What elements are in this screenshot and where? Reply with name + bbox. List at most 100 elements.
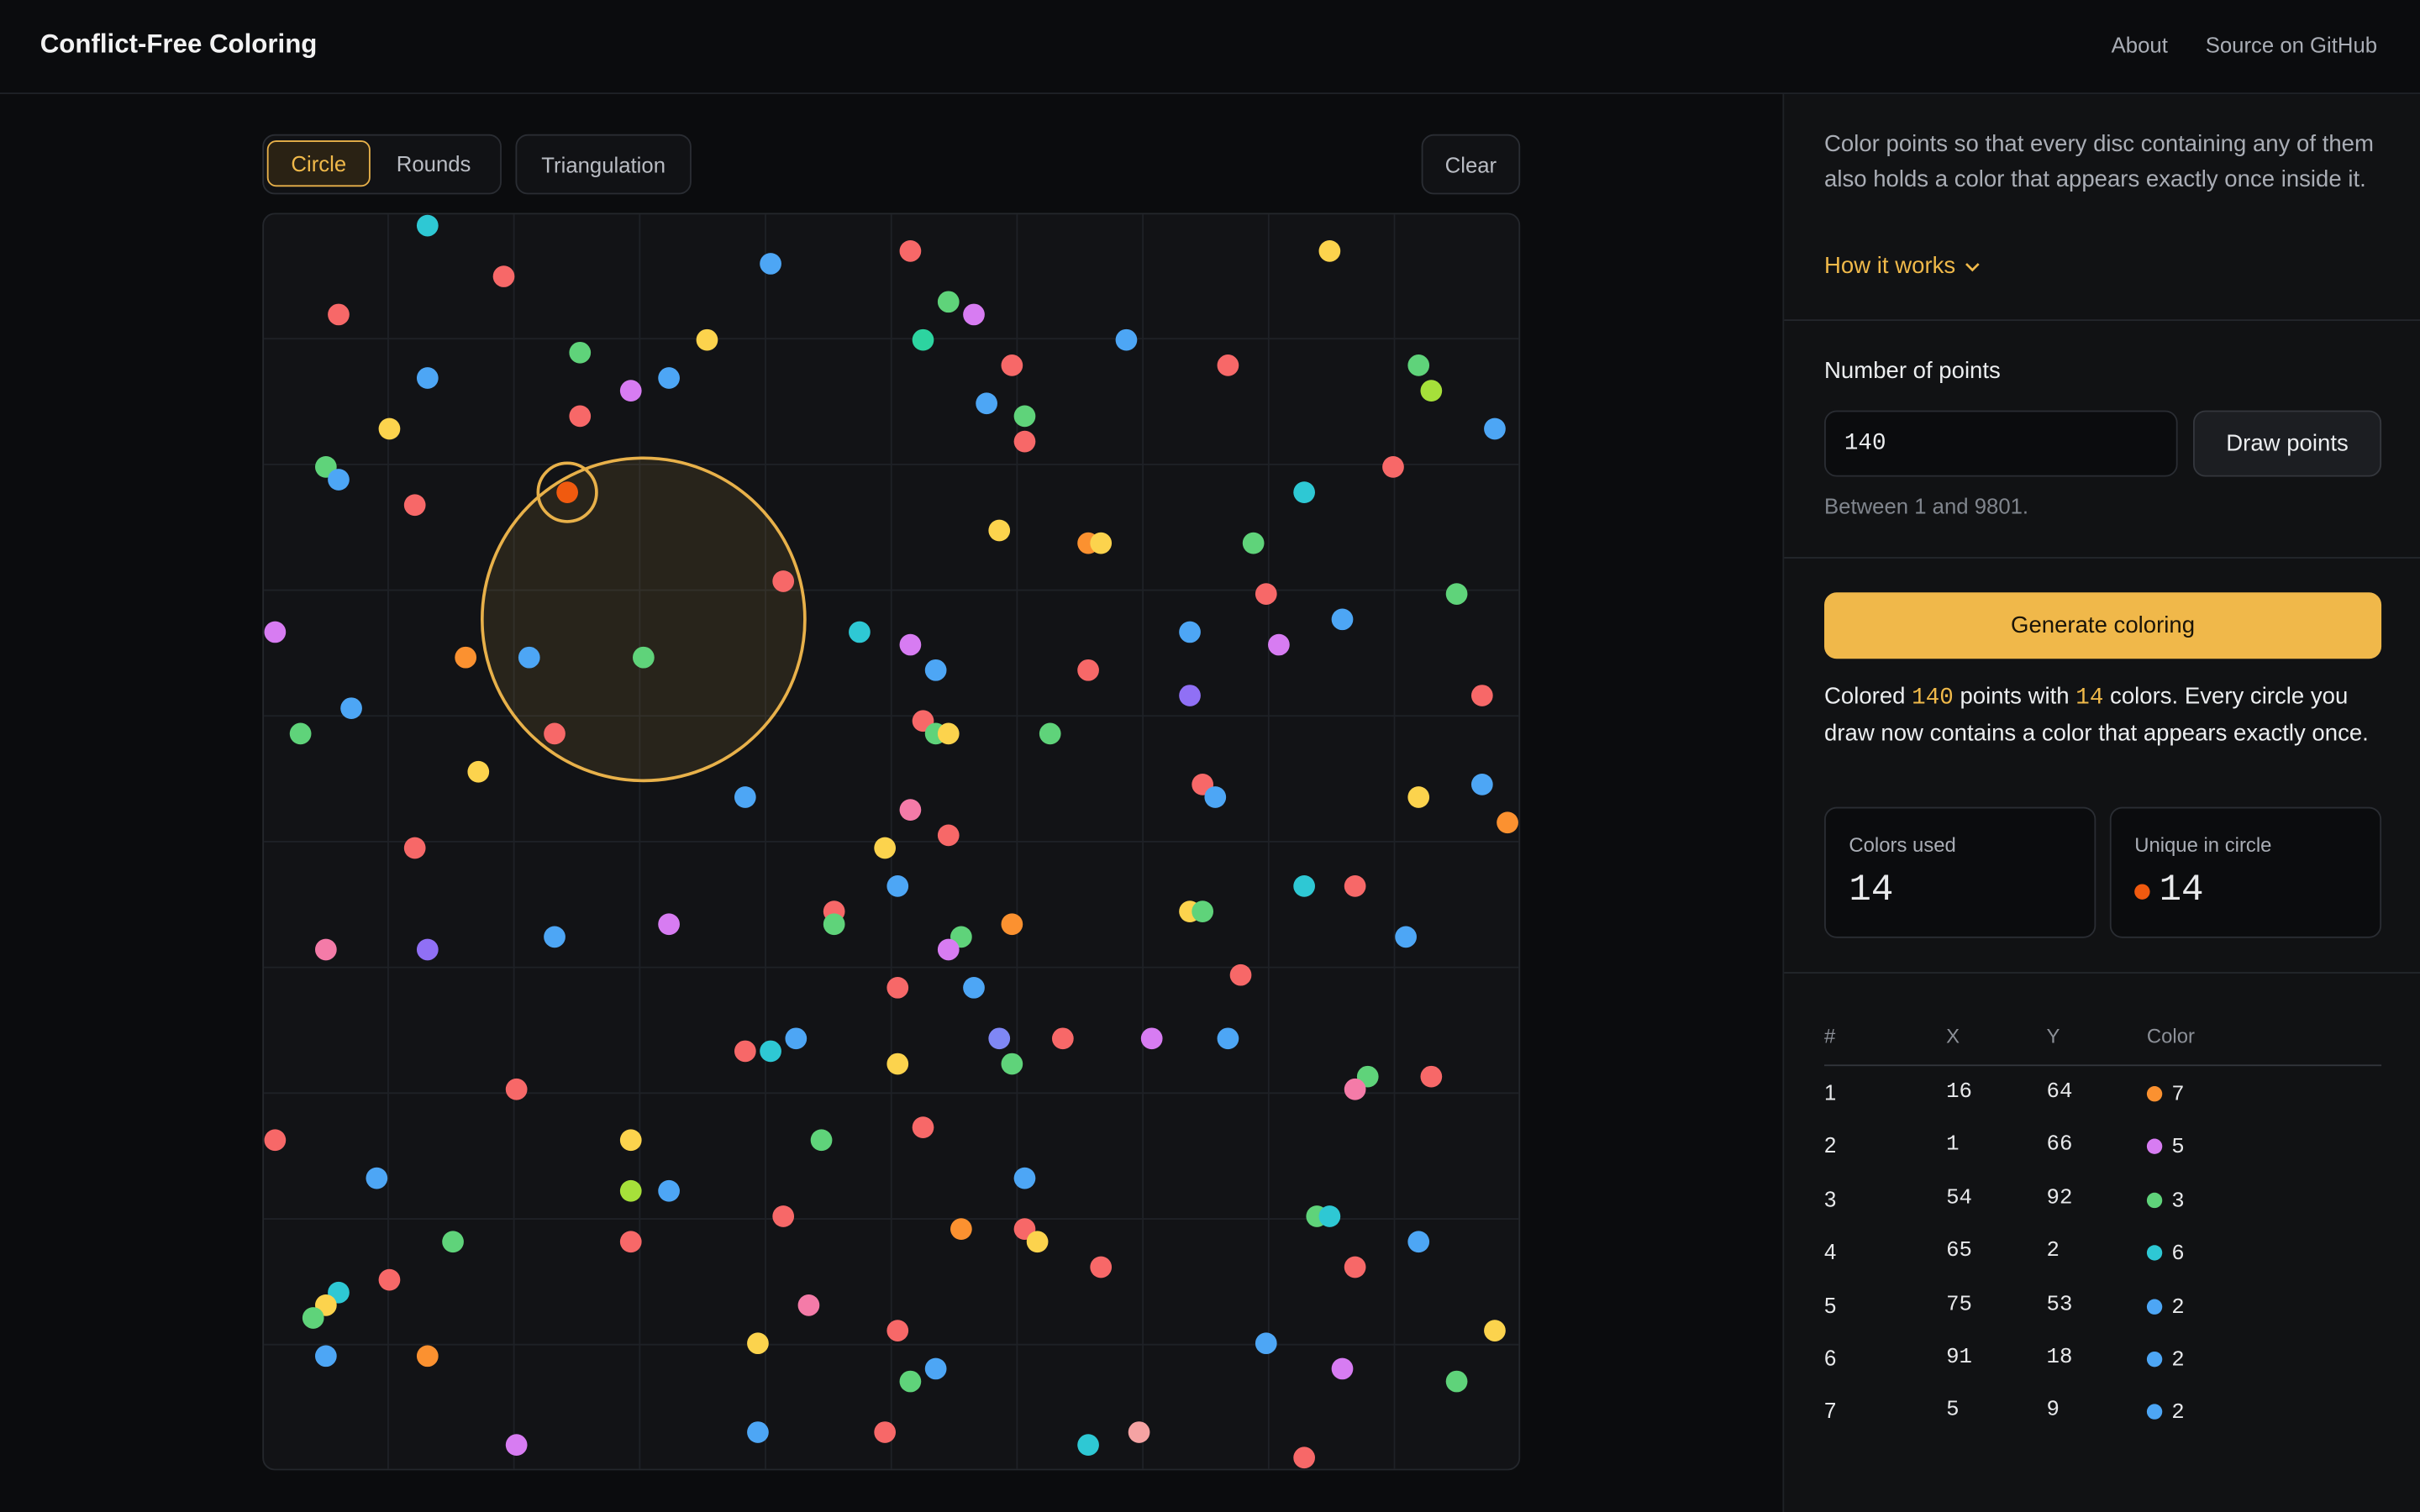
point	[1039, 722, 1061, 745]
point	[760, 1040, 781, 1063]
color-cell: 7	[2146, 1080, 2185, 1108]
color-cell: 2	[2146, 1399, 2185, 1426]
row-index: 1	[1824, 1079, 1837, 1105]
point	[886, 1320, 909, 1341]
point	[1242, 532, 1265, 554]
point	[734, 786, 756, 808]
header-rule	[1824, 1064, 2382, 1067]
color-cell: 3	[2146, 1186, 2185, 1214]
point	[302, 1307, 324, 1329]
stat-value: 14	[2159, 869, 2204, 912]
point	[937, 824, 960, 847]
text: colors. Every circle you draw now contai…	[1824, 683, 2369, 747]
point	[1395, 926, 1417, 948]
point	[785, 1027, 808, 1050]
point	[696, 328, 718, 351]
app-title: Conflict-Free Coloring	[39, 29, 318, 59]
point	[1013, 1167, 1036, 1189]
point	[924, 659, 947, 681]
cell: 75	[1946, 1292, 1973, 1317]
color-dot	[2146, 1245, 2163, 1261]
point	[1090, 1256, 1113, 1278]
point	[1407, 354, 1430, 376]
color-cell: 2	[2146, 1292, 2185, 1320]
point	[886, 976, 909, 999]
point	[1318, 239, 1341, 262]
cell: 1	[1946, 1132, 1960, 1158]
generate-button[interactable]: Generate coloring	[1824, 592, 2382, 659]
cell: 16	[1946, 1079, 1973, 1105]
tab-rounds[interactable]: Rounds	[396, 151, 471, 176]
tab-circle[interactable]: Circle	[266, 140, 371, 187]
point	[544, 926, 566, 948]
point	[1001, 1053, 1023, 1075]
stat-label: Colors used	[1849, 832, 1956, 857]
point	[1090, 532, 1113, 554]
canvas-frame	[262, 213, 1521, 1471]
point	[1293, 481, 1315, 503]
point	[810, 1129, 833, 1152]
cell: 2	[2046, 1239, 2060, 1264]
point	[823, 913, 845, 936]
point	[950, 1218, 972, 1240]
query-circle	[480, 456, 807, 783]
color-cell: 5	[2146, 1133, 2185, 1161]
point	[760, 253, 781, 275]
point	[633, 646, 655, 669]
column-header: Y	[2046, 1024, 2060, 1048]
point	[1293, 875, 1315, 897]
cell: 91	[1946, 1345, 1973, 1371]
point	[518, 646, 540, 669]
point	[1179, 621, 1201, 643]
point	[1115, 328, 1138, 351]
point	[1013, 405, 1036, 428]
point	[1331, 608, 1354, 631]
nav-link[interactable]: Source on GitHub	[2205, 32, 2378, 57]
clear-button[interactable]: Clear	[1421, 134, 1521, 195]
count-input[interactable]: 140	[1824, 410, 2178, 477]
grid	[264, 214, 1519, 1469]
point	[416, 938, 439, 961]
point	[314, 1345, 337, 1368]
color-index: 6	[2171, 1242, 2185, 1268]
point-canvas[interactable]	[262, 213, 1520, 1470]
row-index: 6	[1824, 1345, 1837, 1371]
point	[924, 1357, 947, 1380]
triangulation-button[interactable]: Triangulation	[515, 134, 692, 195]
draw-button[interactable]: Draw points	[2193, 410, 2382, 477]
color-index: 7	[2171, 1083, 2185, 1108]
point	[1344, 1078, 1366, 1100]
point	[403, 837, 426, 859]
nav-link[interactable]: About	[2111, 32, 2168, 57]
header: Conflict-Free Coloring About Source on G…	[0, 0, 2420, 95]
point	[1255, 1332, 1277, 1355]
divider	[1784, 972, 2420, 974]
point	[1026, 1231, 1049, 1253]
row-index: 3	[1824, 1186, 1837, 1211]
point	[658, 1179, 680, 1202]
description: Color points so that every disc containi…	[1824, 131, 2374, 193]
cell: 65	[1946, 1239, 1973, 1264]
cell: 9	[2046, 1398, 2060, 1424]
color-dot	[2146, 1298, 2163, 1315]
color-index: 5	[2171, 1136, 2185, 1161]
color-dot	[2146, 1351, 2163, 1368]
point	[619, 1231, 642, 1253]
color-index: 2	[2171, 1348, 2185, 1373]
how-it-works[interactable]: How it works	[1824, 253, 1983, 279]
column-header: #	[1824, 1024, 1836, 1048]
point	[1051, 1027, 1074, 1050]
point	[556, 481, 578, 503]
color-dot	[2146, 1404, 2163, 1420]
point	[1217, 354, 1239, 376]
color-dot	[2146, 1192, 2163, 1208]
column-header: Color	[2146, 1024, 2195, 1048]
color-dot	[2146, 1086, 2163, 1102]
point	[264, 621, 287, 643]
point	[264, 1129, 287, 1152]
point	[976, 392, 997, 415]
hint: Between 1 and 9801.	[1824, 493, 2029, 519]
count-label: Number of points	[1824, 358, 2001, 385]
row-index: 5	[1824, 1292, 1837, 1317]
